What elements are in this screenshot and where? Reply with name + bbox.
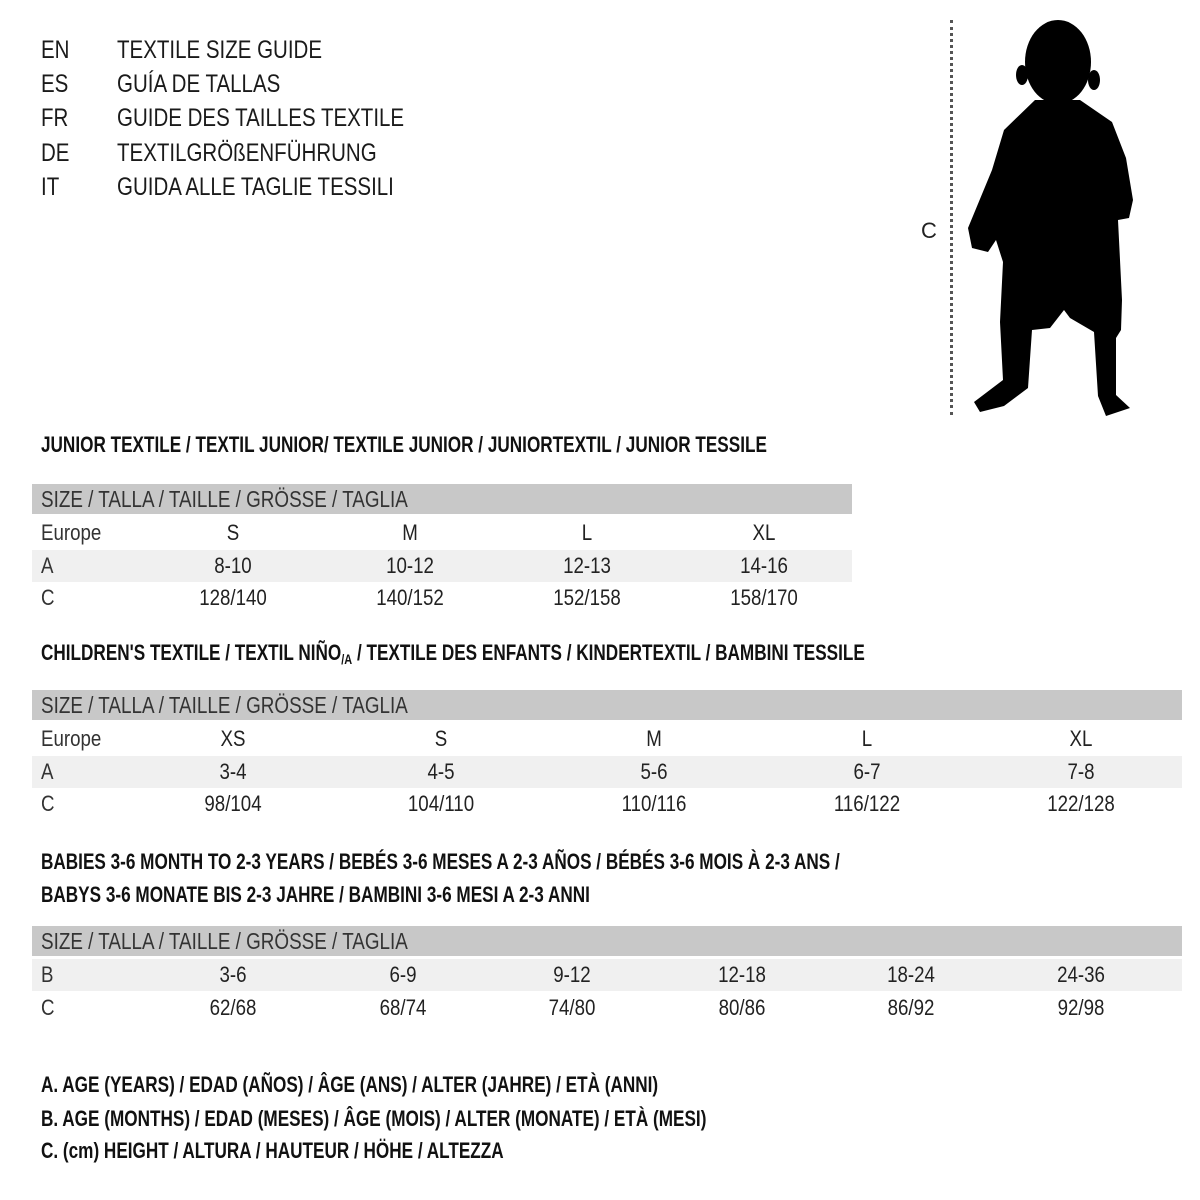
- table-cell: 86/92: [887, 994, 935, 1020]
- table-cell: 128/140: [199, 585, 267, 610]
- table-header-label: SIZE / TALLA / TAILLE / GRÖSSE / TAGLIA: [41, 692, 408, 718]
- table-cell: 116/122: [833, 791, 901, 816]
- table-cell: 152/158: [553, 585, 621, 610]
- legend-item: C. (cm) HEIGHT / ALTURA / HAUTEUR / HÖHE…: [41, 1138, 504, 1163]
- table-cell: 24-36: [1057, 962, 1105, 987]
- table-cell: 9-12: [553, 962, 591, 987]
- language-code: ES: [41, 70, 69, 98]
- language-code: IT: [41, 173, 60, 201]
- section-title: JUNIOR TEXTILE / TEXTIL JUNIOR/ TEXTILE …: [41, 431, 767, 459]
- child-silhouette-icon: [968, 20, 1133, 416]
- table-cell: 18-24: [887, 962, 935, 987]
- table-cell: 122/128: [1047, 791, 1115, 816]
- table-cell: 92/98: [1057, 994, 1105, 1020]
- section-title-line: BABYS 3-6 MONATE BIS 2-3 JAHRE / BAMBINI…: [41, 882, 590, 907]
- table-cell: 5-6: [640, 758, 668, 784]
- height-label: C: [921, 218, 937, 243]
- row-label: A: [41, 552, 54, 578]
- table-cell: 68/74: [379, 994, 427, 1020]
- table-cell: 10-12: [386, 552, 434, 578]
- language-title: GUÍA DE TALLAS: [117, 70, 281, 98]
- table-cell: 7-8: [1067, 758, 1095, 784]
- language-code: DE: [41, 139, 70, 167]
- section-title-subscript: /A: [341, 651, 353, 667]
- table-row: Europe S M L XL: [32, 517, 852, 549]
- row-label: A: [41, 758, 54, 784]
- table-cell: 110/116: [621, 791, 687, 816]
- table-cell: S: [226, 520, 240, 545]
- table-cell: XS: [220, 726, 246, 751]
- table-cell: L: [861, 726, 873, 751]
- table-row: A 3-4 4-5 5-6 6-7 7-8: [32, 755, 1182, 788]
- table-row: C 128/140 140/152 152/158 158/170: [32, 582, 852, 614]
- section-title-part: CHILDREN'S TEXTILE / TEXTIL NIÑO: [41, 640, 342, 665]
- language-title: GUIDA ALLE TAGLIE TESSILI: [117, 173, 394, 201]
- table-cell: XL: [752, 520, 776, 545]
- section-title-line: BABIES 3-6 MONTH TO 2-3 YEARS / BEBÉS 3-…: [41, 849, 840, 874]
- table-cell: 98/104: [204, 791, 262, 816]
- section-title: CHILDREN'S TEXTILE / TEXTIL NIÑO/A / TEX…: [41, 639, 865, 673]
- table-row: A 8-10 10-12 12-13 14-16: [32, 549, 852, 582]
- table-cell: 3-6: [219, 962, 247, 987]
- table-cell: 158/170: [730, 585, 798, 610]
- table-row: C 62/68 68/74 74/80 80/86 86/92 92/98: [32, 992, 1182, 1024]
- table-cell: 62/68: [209, 994, 257, 1020]
- table-cell: 6-7: [853, 758, 881, 784]
- table-cell: 6-9: [389, 962, 417, 987]
- table-cell: 12-18: [718, 962, 766, 987]
- row-label: Europe: [41, 520, 102, 545]
- height-dotted-line: [950, 20, 953, 415]
- section-title-part: JUNIOR TEXTILE / TEXTIL JUNIOR/ TEXTILE …: [41, 432, 767, 457]
- row-label: Europe: [41, 726, 102, 751]
- row-label: B: [41, 962, 54, 987]
- table-header: SIZE / TALLA / TAILLE / GRÖSSE / TAGLIA: [32, 926, 1182, 956]
- table-header: SIZE / TALLA / TAILLE / GRÖSSE / TAGLIA: [32, 484, 852, 514]
- table-cell: XL: [1069, 726, 1093, 751]
- table-cell: M: [402, 520, 418, 545]
- section-title-part: / TEXTILE DES ENFANTS / KINDERTEXTIL / B…: [352, 640, 865, 665]
- legend-item: B. AGE (MONTHS) / EDAD (MESES) / ÂGE (MO…: [41, 1106, 707, 1131]
- table-row: B 3-6 6-9 9-12 12-18 18-24 24-36: [32, 959, 1182, 991]
- language-code: FR: [41, 104, 69, 132]
- table-header-label: SIZE / TALLA / TAILLE / GRÖSSE / TAGLIA: [41, 486, 408, 512]
- language-title: TEXTILGRÖßENFÜHRUNG: [117, 139, 377, 167]
- table-cell: 3-4: [219, 758, 247, 784]
- table-cell: 74/80: [548, 994, 596, 1020]
- table-row: Europe XS S M L XL: [32, 723, 1182, 755]
- table-cell: S: [434, 726, 448, 751]
- language-title: TEXTILE SIZE GUIDE: [117, 36, 323, 64]
- table-cell: 80/86: [718, 994, 766, 1020]
- table-cell: 12-13: [563, 552, 611, 578]
- row-label: C: [41, 791, 55, 816]
- language-code: EN: [41, 36, 70, 64]
- legend-item: A. AGE (YEARS) / EDAD (AÑOS) / ÂGE (ANS)…: [41, 1072, 659, 1097]
- language-title: GUIDE DES TAILLES TEXTILE: [117, 104, 405, 132]
- table-cell: 14-16: [740, 552, 788, 578]
- row-label: C: [41, 585, 55, 610]
- table-row: C 98/104 104/110 110/116 116/122 122/128: [32, 788, 1182, 820]
- table-header-label: SIZE / TALLA / TAILLE / GRÖSSE / TAGLIA: [41, 928, 408, 954]
- row-label: C: [41, 994, 55, 1020]
- table-cell: L: [581, 520, 593, 545]
- table-cell: 104/110: [407, 791, 475, 816]
- table-cell: M: [646, 726, 662, 751]
- table-cell: 140/152: [376, 585, 444, 610]
- table-header: SIZE / TALLA / TAILLE / GRÖSSE / TAGLIA: [32, 690, 1182, 720]
- table-cell: 8-10: [214, 552, 252, 578]
- table-cell: 4-5: [427, 758, 455, 784]
